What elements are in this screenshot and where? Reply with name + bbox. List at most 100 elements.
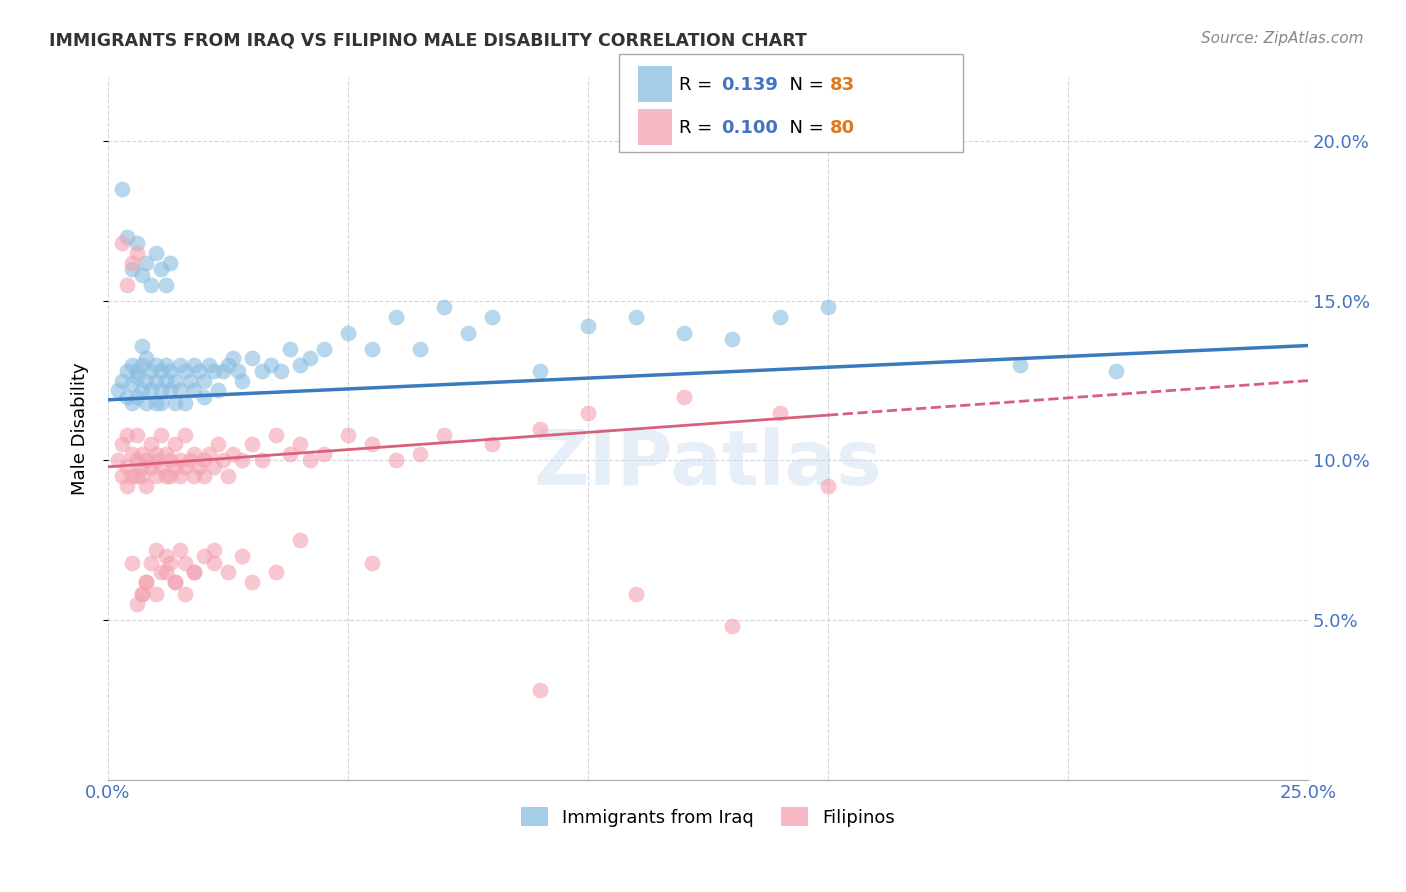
Point — [111, 182, 134, 196]
Point — [270, 364, 292, 378]
Point — [173, 459, 195, 474]
Point — [165, 574, 187, 589]
Point — [198, 447, 221, 461]
Point — [179, 453, 201, 467]
Point — [145, 447, 167, 461]
Point — [298, 351, 321, 366]
Point — [169, 358, 191, 372]
Point — [217, 565, 239, 579]
Text: N =: N = — [778, 76, 830, 94]
Text: N =: N = — [778, 119, 830, 136]
Point — [576, 319, 599, 334]
Point — [624, 310, 647, 324]
Point — [188, 364, 211, 378]
Point — [179, 374, 201, 388]
Point — [131, 469, 153, 483]
Point — [337, 326, 360, 340]
Point — [145, 374, 167, 388]
Point — [280, 447, 302, 461]
Point — [141, 459, 163, 474]
Point — [193, 390, 215, 404]
Point — [107, 383, 129, 397]
Point — [145, 469, 167, 483]
Point — [145, 358, 167, 372]
Point — [231, 549, 253, 564]
Point — [135, 374, 157, 388]
Point — [149, 364, 172, 378]
Point — [193, 549, 215, 564]
Point — [193, 469, 215, 483]
Point — [169, 453, 191, 467]
Point — [155, 549, 177, 564]
Point — [433, 300, 456, 314]
Text: Source: ZipAtlas.com: Source: ZipAtlas.com — [1201, 31, 1364, 46]
Point — [115, 277, 138, 292]
Point — [361, 556, 384, 570]
Point — [183, 565, 205, 579]
Point — [250, 364, 273, 378]
Point — [250, 453, 273, 467]
Point — [202, 364, 225, 378]
Point — [173, 364, 195, 378]
Point — [115, 479, 138, 493]
Text: R =: R = — [679, 76, 718, 94]
Point — [264, 428, 287, 442]
Point — [385, 310, 408, 324]
Point — [672, 326, 695, 340]
Point — [149, 262, 172, 277]
Point — [125, 390, 148, 404]
Point — [240, 574, 263, 589]
Point — [337, 428, 360, 442]
Point — [481, 437, 503, 451]
Point — [226, 364, 249, 378]
Point — [207, 383, 229, 397]
Point — [481, 310, 503, 324]
Point — [125, 236, 148, 251]
Point — [183, 447, 205, 461]
Point — [193, 453, 215, 467]
Point — [155, 565, 177, 579]
Point — [721, 332, 744, 346]
Point — [529, 683, 551, 698]
Point — [145, 396, 167, 410]
Point — [288, 437, 311, 451]
Point — [361, 342, 384, 356]
Point — [212, 364, 235, 378]
Point — [125, 469, 148, 483]
Point — [135, 574, 157, 589]
Point — [135, 396, 157, 410]
Point — [141, 277, 163, 292]
Point — [231, 453, 253, 467]
Point — [672, 390, 695, 404]
Point — [149, 428, 172, 442]
Point — [721, 619, 744, 633]
Point — [231, 374, 253, 388]
Point — [1105, 364, 1128, 378]
Point — [183, 565, 205, 579]
Point — [149, 565, 172, 579]
Point — [288, 358, 311, 372]
Point — [409, 342, 432, 356]
Point — [165, 437, 187, 451]
Point — [111, 437, 134, 451]
Text: R =: R = — [679, 119, 718, 136]
Point — [135, 351, 157, 366]
Point — [145, 246, 167, 260]
Point — [817, 300, 839, 314]
Point — [115, 390, 138, 404]
Point — [159, 453, 181, 467]
Point — [149, 459, 172, 474]
Point — [183, 358, 205, 372]
Point — [149, 383, 172, 397]
Point — [121, 255, 143, 269]
Text: 0.139: 0.139 — [721, 76, 778, 94]
Point — [121, 262, 143, 277]
Y-axis label: Male Disability: Male Disability — [72, 362, 89, 495]
Point — [202, 556, 225, 570]
Point — [240, 437, 263, 451]
Point — [159, 255, 181, 269]
Text: IMMIGRANTS FROM IRAQ VS FILIPINO MALE DISABILITY CORRELATION CHART: IMMIGRANTS FROM IRAQ VS FILIPINO MALE DI… — [49, 31, 807, 49]
Point — [207, 437, 229, 451]
Point — [457, 326, 479, 340]
Point — [125, 246, 148, 260]
